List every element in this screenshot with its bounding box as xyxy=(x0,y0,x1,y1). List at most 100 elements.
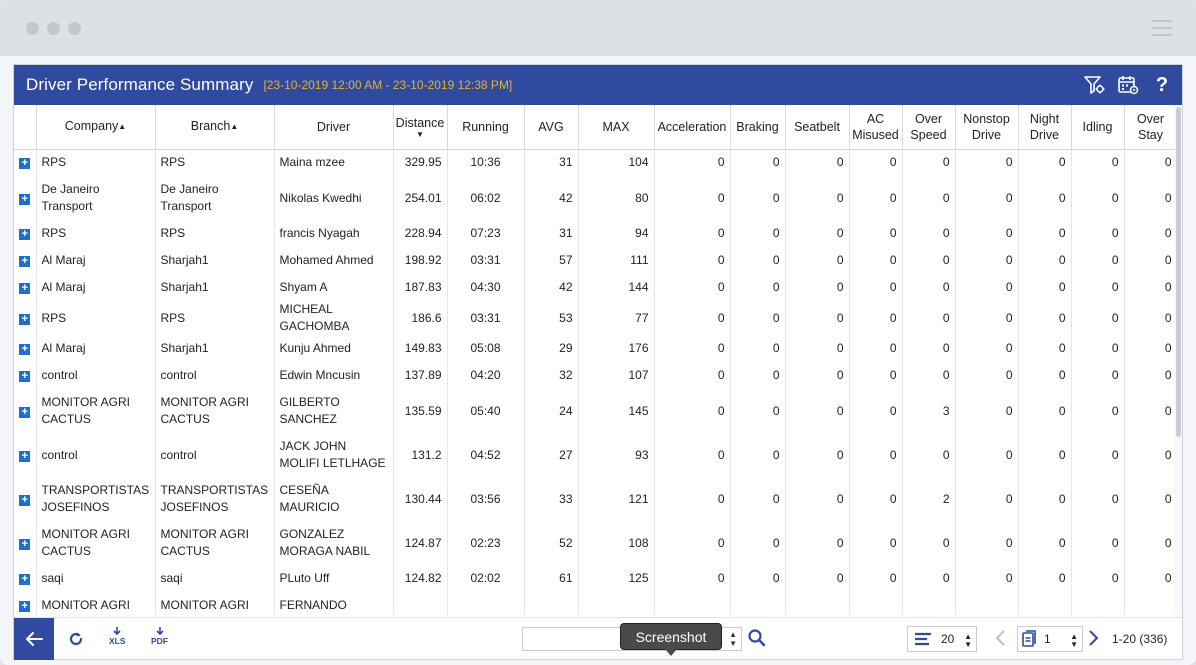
expand-row-icon[interactable]: + xyxy=(19,574,31,585)
expand-row-icon[interactable]: + xyxy=(19,601,31,612)
table-row[interactable]: + control control JACK JOHN MOLIFI LETLHAGE… xyxy=(14,433,1177,477)
cell-acceleration: 0 xyxy=(654,565,731,592)
pdf-label: PDF xyxy=(151,636,168,646)
expand-cell: + xyxy=(14,301,37,335)
calendar-settings-icon[interactable] xyxy=(1116,73,1140,97)
expand-row-icon[interactable]: + xyxy=(19,229,31,240)
col-company[interactable]: Company▲ xyxy=(36,105,156,150)
table-row[interactable]: + control control Edwin Mncusin 137.89 04:20 3… xyxy=(14,362,1177,389)
page-select[interactable]: 1 ▲ ▼ xyxy=(1017,626,1083,652)
expand-row-icon[interactable]: + xyxy=(19,494,31,506)
cell-ac-misused: 0 xyxy=(849,433,903,477)
table-row[interactable]: + Al Maraj Sharjah1 Shyam A 187.83 04:30 42 144… xyxy=(14,274,1177,301)
export-xls-button[interactable]: XLS xyxy=(109,627,126,651)
screenshot-tooltip: Screenshot xyxy=(620,623,722,656)
search-spinner-icon[interactable]: ▲ ▼ xyxy=(729,630,737,648)
expand-row-icon[interactable]: + xyxy=(19,283,31,294)
window-close-dot[interactable] xyxy=(26,22,39,35)
col-nonstop-drive[interactable]: Nonstop Drive xyxy=(955,105,1019,150)
cell-distance: 124.87 xyxy=(393,521,448,565)
cell-acceleration: 0 xyxy=(654,521,731,565)
col-avg[interactable]: AVG xyxy=(524,105,579,150)
col-acceleration[interactable]: Acceleration xyxy=(654,105,731,150)
cell-ac-misused: 0 xyxy=(849,521,903,565)
cell-braking: 0 xyxy=(730,274,786,301)
chevron-left-icon xyxy=(995,630,1005,646)
table-row[interactable]: + RPS RPS Maina mzee 329.95 10:36 31 104 0 0 0 0 0 0 0… xyxy=(14,149,1177,176)
cell-max: 176 xyxy=(578,335,655,362)
expand-row-icon[interactable]: + xyxy=(19,538,31,550)
col-night-drive[interactable]: Night Drive xyxy=(1018,105,1072,150)
scrollbar-thumb[interactable] xyxy=(1176,107,1181,437)
cell-driver: Nikolas Kwedhi xyxy=(274,176,394,220)
date-range: [23-10-2019 12:00 AM - 23-10-2019 12:38 … xyxy=(263,78,513,92)
cell-driver: Shyam A xyxy=(274,274,394,301)
vertical-scrollbar[interactable] xyxy=(1175,105,1182,615)
rows-per-page-value: 20 xyxy=(941,632,955,646)
col-seatbelt[interactable]: Seatbelt xyxy=(785,105,850,150)
refresh-icon[interactable] xyxy=(67,630,85,654)
expand-row-icon[interactable]: + xyxy=(19,450,31,462)
expand-row-icon[interactable]: + xyxy=(19,193,31,205)
export-pdf-button[interactable]: PDF xyxy=(151,627,168,651)
cell-ac-misused: 0 xyxy=(849,220,903,247)
col-driver[interactable]: Driver xyxy=(274,105,394,150)
table-row[interactable]: + De Janeiro Transport De Janeiro Transpor… xyxy=(14,176,1177,220)
cell-nonstop-drive: 0 xyxy=(955,149,1019,176)
table-row[interactable]: + Al Maraj Sharjah1 Kunju Ahmed 149.83 05:08 2… xyxy=(14,335,1177,362)
cell-nonstop-drive: 0 xyxy=(955,247,1019,274)
expand-row-icon[interactable]: + xyxy=(19,256,31,267)
cell-nonstop-drive: 0 xyxy=(955,274,1019,301)
col-over-stay[interactable]: Over Stay xyxy=(1124,105,1177,150)
back-button[interactable] xyxy=(14,618,54,660)
col-over-speed[interactable]: Over Speed xyxy=(902,105,956,150)
cell-night-drive: 0 xyxy=(1018,176,1072,220)
col-branch[interactable]: Branch▲ xyxy=(155,105,275,150)
cell-over-speed: 0 xyxy=(902,433,956,477)
window-maximize-dot[interactable] xyxy=(68,22,81,35)
table-row[interactable]: + MONITOR AGRI CACTUS MONITOR AGRI CACTUS G… xyxy=(14,521,1177,565)
cell-avg: 29 xyxy=(524,335,579,362)
expand-row-icon[interactable]: + xyxy=(19,371,31,382)
table-row[interactable]: + MONITOR AGRI MONITOR AGRI FERNANDO xyxy=(14,592,1177,615)
search-icon[interactable] xyxy=(747,628,767,653)
prev-page-button[interactable] xyxy=(994,629,1006,650)
cell-night-drive: 0 xyxy=(1018,477,1072,521)
table-row[interactable]: + saqi saqi PLuto Uff 124.82 02:02 61 125 0 0 0 0 0 0… xyxy=(14,565,1177,592)
cell-driver: FERNANDO xyxy=(274,592,394,615)
window-minimize-dot[interactable] xyxy=(47,22,60,35)
cell-branch: MONITOR AGRI xyxy=(155,592,275,615)
table-row[interactable]: + TRANSPORTISTAS JOSEFINOS TRANSPORTISTAS … xyxy=(14,477,1177,521)
expand-row-icon[interactable]: + xyxy=(19,406,31,418)
col-running[interactable]: Running xyxy=(447,105,525,150)
col-max[interactable]: MAX xyxy=(578,105,655,150)
help-icon[interactable]: ? xyxy=(1150,73,1174,97)
col-idling[interactable]: Idling xyxy=(1071,105,1125,150)
col-braking[interactable]: Braking xyxy=(730,105,786,150)
next-page-button[interactable] xyxy=(1088,629,1100,650)
col-distance[interactable]: Distance ▼ xyxy=(393,105,448,150)
expand-row-icon[interactable]: + xyxy=(19,158,31,170)
cell-max: 104 xyxy=(578,149,655,176)
expand-row-icon[interactable]: + xyxy=(19,344,31,355)
expand-row-icon[interactable]: + xyxy=(19,313,31,325)
cell-max: 121 xyxy=(578,477,655,521)
cell-branch: Sharjah1 xyxy=(155,247,275,274)
table-row[interactable]: + RPS RPS francis Nyagah 228.94 07:23 31 94 0 0 0 0… xyxy=(14,220,1177,247)
cell-company: De Janeiro Transport xyxy=(36,176,156,220)
filter-settings-icon[interactable] xyxy=(1082,73,1106,97)
cell-over-speed: 0 xyxy=(902,301,956,335)
hamburger-icon[interactable] xyxy=(1152,20,1172,36)
col-over-stay-label-1: Over xyxy=(1136,111,1165,126)
table-row[interactable]: + RPS RPS MICHEAL GACHOMBA 186.6 03:31 53 77 0 0 0… xyxy=(14,301,1177,335)
table-row[interactable]: + MONITOR AGRI CACTUS MONITOR AGRI CACTUS G… xyxy=(14,389,1177,433)
table-row[interactable]: + Al Maraj Sharjah1 Mohamed Ahmed 198.92 03:3… xyxy=(14,247,1177,274)
rows-per-page-select[interactable]: 20 ▲ ▼ xyxy=(907,626,977,652)
col-ac-misused[interactable]: AC Misused xyxy=(849,105,903,150)
cell-nonstop-drive xyxy=(955,592,1019,615)
cell-distance: 186.6 xyxy=(393,301,448,335)
cell-max: 93 xyxy=(578,433,655,477)
cell-over-stay: 0 xyxy=(1124,433,1177,477)
col-over-speed-label-1: Over xyxy=(914,111,943,126)
cell-idling: 0 xyxy=(1071,389,1125,433)
